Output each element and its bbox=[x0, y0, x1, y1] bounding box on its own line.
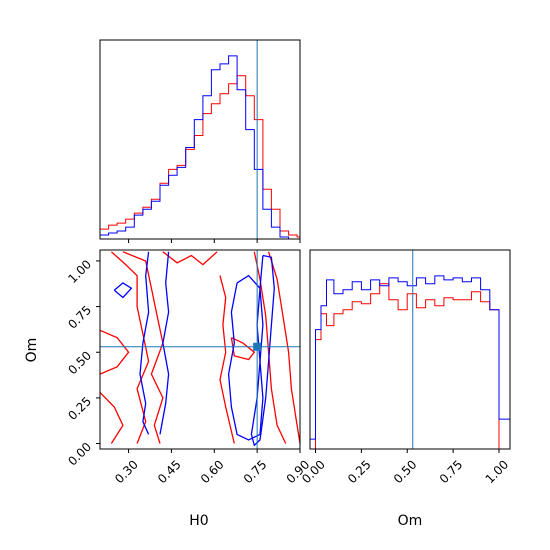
tick-label-om-bottom-1: 0.25 bbox=[345, 457, 374, 486]
tick-label-h0-1: 0.45 bbox=[155, 457, 184, 486]
contour-3 bbox=[99, 329, 130, 375]
x-axis-label-h0: H0 bbox=[189, 513, 208, 529]
contour-13 bbox=[227, 274, 264, 441]
contour-10 bbox=[139, 251, 150, 435]
contour-1 bbox=[110, 251, 150, 444]
tick-label-om-bottom-4: 1.00 bbox=[483, 457, 512, 486]
tick-label-om-left-1: 0.25 bbox=[65, 394, 94, 423]
tick-label-om-left-4: 1.00 bbox=[65, 257, 94, 286]
histogram-h0-panel bbox=[99, 39, 301, 243]
tick-label-h0-0: 0.30 bbox=[112, 457, 141, 486]
histogram-om-series-1 bbox=[310, 283, 510, 450]
tick-label-om-bottom-2: 0.50 bbox=[391, 457, 420, 486]
contour-5 bbox=[162, 251, 218, 266]
contour-h0-om-panel: 0.30 0.45 0.60 0.75 0.900.000.250.500.751.00 bbox=[65, 249, 312, 486]
y-axis-label-om: Om bbox=[24, 338, 40, 363]
tick-label-h0-2: 0.60 bbox=[198, 457, 227, 486]
contour-9 bbox=[230, 337, 256, 361]
contour-8 bbox=[267, 251, 301, 444]
tick-label-om-left-2: 0.50 bbox=[65, 348, 94, 377]
histogram-h0-series-1 bbox=[100, 75, 300, 238]
histogram-om-panel: 0.00 0.25 0.50 0.75 1.00 bbox=[299, 249, 512, 486]
tick-label-om-left-3: 0.75 bbox=[65, 303, 94, 332]
histogram-om-frame bbox=[309, 249, 511, 450]
tick-label-h0-3: 0.75 bbox=[241, 457, 270, 486]
histogram-om-series-2 bbox=[310, 275, 510, 440]
x-axis-label-om: Om bbox=[398, 513, 423, 529]
histogram-h0-series-2 bbox=[100, 55, 300, 240]
truth-marker bbox=[253, 342, 262, 351]
tick-label-om-left-0: 0.00 bbox=[65, 440, 94, 469]
contour-11 bbox=[159, 251, 170, 435]
contour-7 bbox=[253, 251, 287, 444]
histogram-h0-frame bbox=[99, 39, 301, 240]
tick-label-om-bottom-3: 0.75 bbox=[437, 457, 466, 486]
contour-4 bbox=[99, 391, 124, 444]
contour-6 bbox=[219, 275, 235, 444]
contour-frame bbox=[99, 249, 301, 450]
contour-12 bbox=[113, 282, 133, 299]
